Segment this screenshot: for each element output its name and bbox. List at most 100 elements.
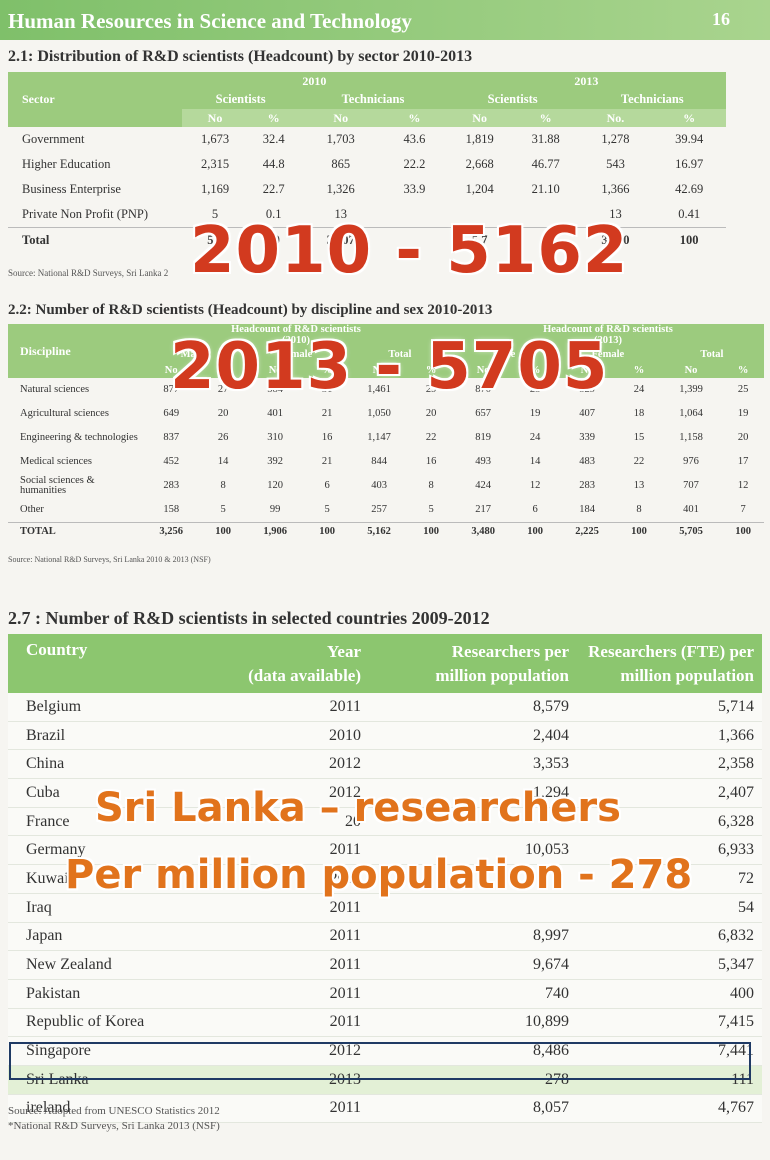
table-cell: 14: [217, 456, 229, 467]
table-cell: 407: [579, 408, 595, 419]
female-header: Female: [243, 346, 348, 362]
table-cell: 44.8: [262, 157, 285, 171]
male-header: Male: [140, 346, 244, 362]
discipline-label: Agricultural sciences: [20, 408, 109, 419]
table-row: Agricultural sciences 649 20 401 21 1,050 20 65…: [8, 402, 764, 426]
table-cell: 19: [737, 408, 749, 419]
no-header: No: [243, 362, 307, 378]
table-cell: 1,673: [200, 132, 230, 146]
table-cell: 5,7: [446, 227, 513, 253]
sector-label: Private Non Profit (PNP): [22, 207, 149, 221]
year-header-line2: (data available): [248, 665, 361, 685]
discipline-label: Medical sciences: [20, 456, 93, 467]
sector-label: Higher Education: [22, 157, 111, 171]
discipline-table: Discipline Headcount of R&D scientists (2…: [8, 324, 764, 541]
year-header: Year (data available): [226, 634, 369, 693]
table-cell: 26: [217, 432, 229, 443]
table-cell: 3,200: [578, 227, 653, 253]
country-fte: 2,407: [577, 778, 762, 808]
country-fte: 1,366: [577, 721, 762, 751]
no-header: No: [555, 362, 619, 378]
discipline-label: Social sciences & humanities: [20, 475, 95, 496]
table-cell: 14: [529, 456, 541, 467]
pct-header: %: [410, 362, 452, 378]
table-cell: 100: [202, 522, 244, 541]
table-cell: 22: [633, 456, 645, 467]
country-researchers: 2,404: [369, 721, 577, 751]
table-cell: 657: [475, 408, 491, 419]
pct-header: %: [306, 362, 348, 378]
country-name: Cuba: [8, 778, 226, 808]
country-year: 2011: [226, 950, 369, 980]
group-2010-year: (2010): [281, 335, 310, 346]
table-cell: 3,256: [140, 522, 203, 541]
table-cell: 5: [211, 207, 219, 221]
table-cell: 10: [248, 227, 300, 253]
table-cell: 24: [633, 384, 645, 395]
table-cell: 1,326: [326, 182, 355, 196]
page-header: Human Resources in Science and Technolog…: [0, 0, 770, 40]
table-cell: 1,906: [243, 522, 307, 541]
table-cell: 283: [163, 480, 180, 491]
country-name: Kuwai: [8, 864, 226, 894]
country-year: 2011: [226, 893, 369, 923]
table-row: Other 158 5 99 5 257 5 217 6 184 8 401 7: [8, 498, 764, 523]
pct-header: %: [202, 362, 244, 378]
country-researchers: 740: [369, 979, 577, 1009]
female-header: Female: [555, 346, 660, 362]
country-fte: 6,832: [577, 922, 762, 952]
table-cell: 707: [683, 480, 699, 491]
year-2010-header: 2010: [182, 72, 447, 90]
table-cell: 529: [579, 384, 595, 395]
table-cell: 819: [475, 432, 491, 443]
country-researchers: 8,486: [369, 1036, 577, 1066]
table-cell: 392: [267, 456, 283, 467]
table-cell: 3,907: [299, 227, 383, 253]
table-cell: 19: [529, 408, 541, 419]
table-cell: 8: [220, 480, 226, 491]
country-fte: 4,767: [577, 1094, 762, 1124]
table-row: Natural sciences 877 27 584 31 1,461 29 870 25 52…: [8, 378, 764, 402]
table-row: Government 1,673 32.4 1,703 43.6 1,819 31.88 1,…: [8, 127, 726, 152]
table-cell: 21: [321, 408, 333, 419]
country-fte: 7,441: [577, 1036, 762, 1066]
table-cell: 1,366: [601, 182, 630, 196]
table-cell: 976: [683, 456, 699, 467]
country-name: Republic of Korea: [8, 1008, 226, 1038]
table-cell: 46.77: [531, 157, 560, 171]
pct-header: %: [618, 362, 660, 378]
table-row: Engineering & technologies 837 26 310 16 1,14…: [8, 426, 764, 450]
country-researchers: [369, 893, 577, 923]
table-row: Pakistan 2011 740 400: [8, 979, 762, 1009]
pct-header: %: [382, 109, 447, 127]
table-cell: 18: [633, 408, 645, 419]
table-cell: 120: [267, 480, 283, 491]
male-header: Male: [451, 346, 556, 362]
group-2010-title: Headcount of R&D scientists: [231, 324, 361, 335]
pct-header: %: [722, 362, 764, 378]
scientists-header: Scientists: [182, 90, 300, 109]
researchers-header-line2: million population: [435, 665, 569, 685]
table-cell: 100: [514, 522, 556, 541]
country-name: Brazil: [8, 721, 226, 751]
table-cell: 0.1: [265, 207, 282, 221]
table-cell: 43.6: [403, 132, 426, 146]
table-cell: 493: [475, 456, 491, 467]
page-number: 16: [712, 9, 730, 29]
group-2013-title: Headcount of R&D scientists: [543, 324, 673, 335]
overlay-srilanka-line2: Per million population - 278: [65, 852, 693, 898]
no-header: No: [659, 362, 723, 378]
pct-header: %: [652, 109, 726, 127]
table-cell: 870: [475, 384, 491, 395]
table-cell: 16: [321, 432, 333, 443]
table-row: Singapore 2012 8,486 7,441: [8, 1036, 762, 1066]
country-researchers: 1,294: [369, 778, 577, 808]
table-cell: 1,158: [679, 432, 703, 443]
table-row: China 2012 3,353 2,358: [8, 749, 762, 780]
country-researchers: 9,674: [369, 950, 577, 980]
table-cell: 31: [321, 384, 333, 395]
table-cell: 403: [371, 480, 387, 491]
table-row: Belgium 2011 8,579 5,714: [8, 693, 762, 722]
table-row: Cuba 2012 1,294 2,407: [8, 778, 762, 808]
country-researchers: [369, 864, 577, 894]
